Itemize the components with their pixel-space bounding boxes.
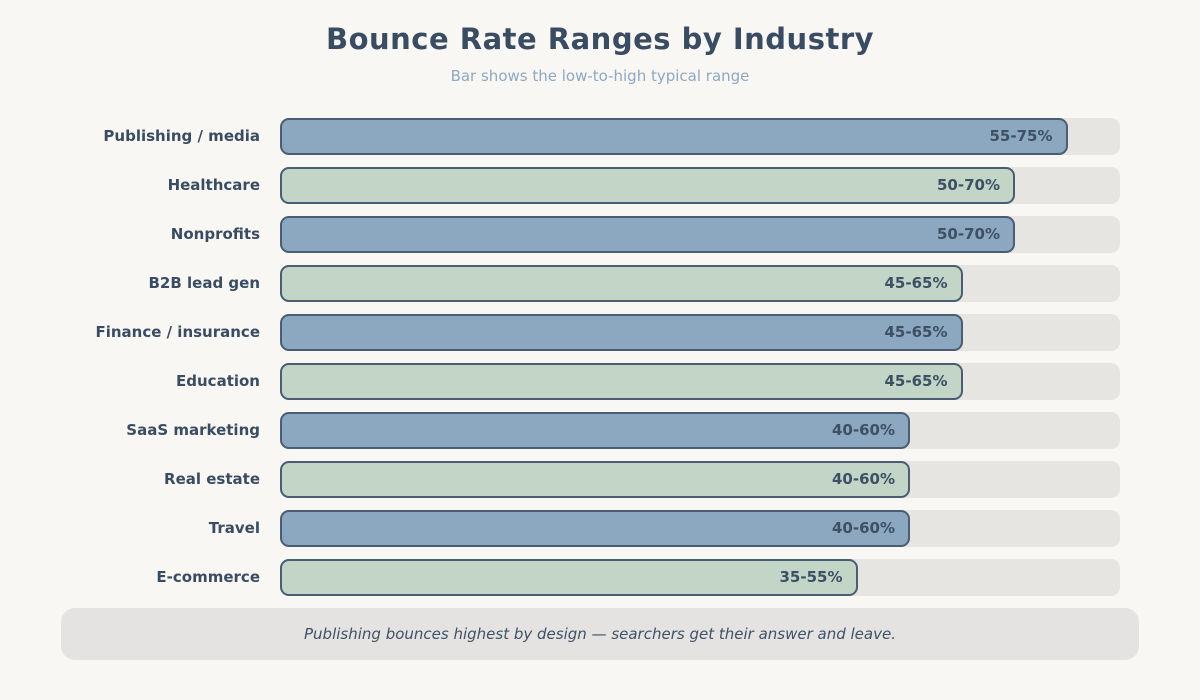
chart-subtitle: Bar shows the low-to-high typical range	[450, 66, 750, 85]
bar-track: 45-65%	[280, 264, 1120, 302]
footnote-box: Publishing bounces highest by design — s…	[61, 607, 1139, 660]
chart-row: Travel 40-60%	[70, 509, 1200, 547]
range-bar: 40-60%	[280, 411, 910, 449]
range-value-label: 45-65%	[884, 372, 948, 391]
category-label: Real estate	[164, 470, 260, 489]
bar-track: 45-65%	[280, 313, 1120, 351]
range-bar: 55-75%	[280, 117, 1068, 155]
range-bar: 45-65%	[280, 264, 963, 302]
chart-row: Education 45-65%	[70, 362, 1200, 400]
category-label: Nonprofits	[170, 225, 260, 244]
range-bar: 35-55%	[280, 558, 858, 596]
chart-title: Bounce Rate Ranges by Industry	[325, 22, 875, 56]
range-bar: 40-60%	[280, 509, 910, 547]
category-label: E-commerce	[156, 568, 260, 587]
chart-row: Healthcare 50-70%	[70, 166, 1200, 204]
footnote-text: Publishing bounces highest by design — s…	[304, 624, 896, 643]
bar-track: 50-70%	[280, 166, 1120, 204]
bar-track: 55-75%	[280, 117, 1120, 155]
category-label: Healthcare	[167, 176, 260, 195]
chart-row: B2B lead gen 45-65%	[70, 264, 1200, 302]
range-value-label: 45-65%	[884, 323, 948, 342]
range-value-label: 40-60%	[831, 519, 895, 538]
bar-track: 40-60%	[280, 411, 1120, 449]
chart-row: Nonprofits 50-70%	[70, 215, 1200, 253]
category-label: Travel	[208, 519, 260, 538]
bar-track: 35-55%	[280, 558, 1120, 596]
range-value-label: 35-55%	[779, 568, 843, 587]
category-label: Finance / insurance	[95, 323, 260, 342]
range-value-label: 40-60%	[831, 470, 895, 489]
range-value-label: 55-75%	[989, 127, 1053, 146]
category-label: Education	[176, 372, 260, 391]
chart-row: Real estate 40-60%	[70, 460, 1200, 498]
range-value-label: 40-60%	[831, 421, 895, 440]
chart-row: Publishing / media 55-75%	[70, 117, 1200, 155]
range-bar: 45-65%	[280, 362, 963, 400]
category-label: Publishing / media	[103, 127, 260, 146]
range-bar: 45-65%	[280, 313, 963, 351]
category-label: B2B lead gen	[148, 274, 260, 293]
bar-track: 40-60%	[280, 460, 1120, 498]
range-bar: 50-70%	[280, 215, 1015, 253]
range-bar: 50-70%	[280, 166, 1015, 204]
range-value-label: 45-65%	[884, 274, 948, 293]
range-value-label: 50-70%	[936, 225, 1000, 244]
bar-chart: Publishing / media 55-75% Healthcare 50-70%…	[0, 117, 1200, 596]
chart-row: E-commerce 35-55%	[70, 558, 1200, 596]
chart-row: Finance / insurance 45-65%	[70, 313, 1200, 351]
chart-row: SaaS marketing 40-60%	[70, 411, 1200, 449]
bar-track: 40-60%	[280, 509, 1120, 547]
bar-track: 45-65%	[280, 362, 1120, 400]
range-value-label: 50-70%	[936, 176, 1000, 195]
category-label: SaaS marketing	[126, 421, 260, 440]
bar-track: 50-70%	[280, 215, 1120, 253]
range-bar: 40-60%	[280, 460, 910, 498]
